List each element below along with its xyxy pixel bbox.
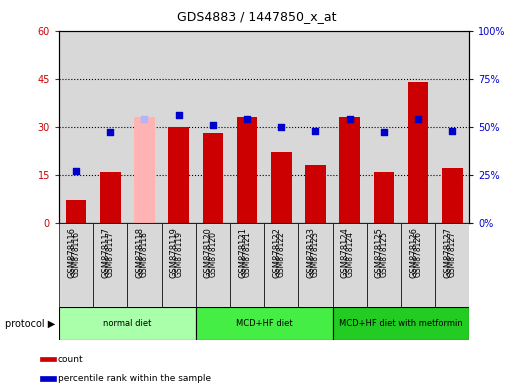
Text: GSM878125: GSM878125 [375, 227, 384, 278]
Point [243, 116, 251, 122]
Bar [305, 165, 326, 223]
Text: GSM878126: GSM878126 [409, 227, 418, 278]
Point [72, 168, 80, 174]
Bar [340, 117, 360, 223]
Text: GSM878120: GSM878120 [208, 231, 218, 277]
Text: GSM878118: GSM878118 [135, 227, 145, 278]
Bar [196, 307, 332, 340]
Bar [196, 223, 230, 307]
Bar [59, 31, 93, 223]
Bar [93, 31, 127, 223]
Point [414, 116, 422, 122]
Point [277, 124, 285, 130]
Bar [435, 31, 469, 223]
Bar [408, 82, 428, 223]
Text: GSM878117: GSM878117 [101, 227, 110, 278]
Bar [367, 223, 401, 307]
Point [380, 129, 388, 136]
Text: GSM878116: GSM878116 [67, 227, 76, 278]
Point [106, 129, 114, 136]
Point [346, 116, 354, 122]
Point [448, 127, 457, 134]
Point [141, 116, 149, 122]
Text: GSM878124: GSM878124 [345, 231, 354, 277]
Text: MCD+HF diet with metformin: MCD+HF diet with metformin [339, 319, 463, 328]
Bar [40, 376, 56, 381]
Bar [168, 127, 189, 223]
Bar [435, 223, 469, 307]
Text: GSM878122: GSM878122 [272, 227, 281, 278]
Text: GSM878123: GSM878123 [311, 231, 320, 277]
Bar [401, 31, 435, 223]
Point [209, 122, 217, 128]
Bar [40, 357, 56, 361]
Bar [230, 223, 264, 307]
Bar [299, 31, 332, 223]
Bar [332, 31, 367, 223]
Bar [230, 31, 264, 223]
Text: GSM878119: GSM878119 [174, 231, 183, 277]
Bar [237, 117, 258, 223]
Bar [196, 31, 230, 223]
Bar [401, 223, 435, 307]
Bar [134, 117, 155, 223]
Text: GSM878124: GSM878124 [341, 227, 350, 278]
Text: MCD+HF diet: MCD+HF diet [236, 319, 292, 328]
Bar [332, 307, 469, 340]
Bar [127, 31, 162, 223]
Bar [127, 223, 162, 307]
Point [311, 127, 320, 134]
Bar [332, 223, 367, 307]
Bar [299, 223, 332, 307]
Point [174, 112, 183, 118]
Text: GSM878120: GSM878120 [204, 227, 213, 278]
Text: GSM878117: GSM878117 [106, 231, 115, 277]
Bar [162, 31, 196, 223]
Bar [100, 172, 121, 223]
Bar [162, 223, 196, 307]
Text: GSM878127: GSM878127 [448, 231, 457, 277]
Text: count: count [58, 354, 84, 364]
Bar [66, 200, 86, 223]
Text: GSM878126: GSM878126 [413, 231, 423, 277]
Text: GSM878118: GSM878118 [140, 231, 149, 277]
Bar [93, 223, 127, 307]
Text: GSM878121: GSM878121 [238, 227, 247, 278]
Bar [59, 307, 196, 340]
Bar [264, 223, 299, 307]
Text: percentile rank within the sample: percentile rank within the sample [58, 374, 211, 383]
Bar [203, 133, 223, 223]
Text: GDS4883 / 1447850_x_at: GDS4883 / 1447850_x_at [177, 10, 336, 23]
Text: GSM878123: GSM878123 [306, 227, 315, 278]
Bar [373, 172, 394, 223]
Text: GSM878125: GSM878125 [380, 231, 388, 277]
Bar [367, 31, 401, 223]
Text: GSM878127: GSM878127 [443, 227, 452, 278]
Text: GSM878122: GSM878122 [277, 231, 286, 277]
Text: GSM878116: GSM878116 [72, 231, 81, 277]
Text: GSM878121: GSM878121 [243, 231, 251, 277]
Bar [264, 31, 299, 223]
Text: normal diet: normal diet [103, 319, 151, 328]
Bar [59, 223, 93, 307]
Bar [442, 168, 463, 223]
Text: protocol ▶: protocol ▶ [5, 319, 55, 329]
Text: GSM878119: GSM878119 [170, 227, 179, 278]
Bar [271, 152, 291, 223]
